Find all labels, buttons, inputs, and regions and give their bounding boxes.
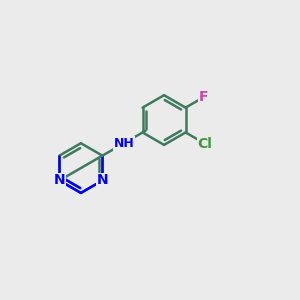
Text: N: N xyxy=(97,173,108,188)
Text: N: N xyxy=(54,173,65,188)
Text: F: F xyxy=(199,90,208,104)
Text: NH: NH xyxy=(113,137,134,150)
Text: Cl: Cl xyxy=(197,136,212,151)
